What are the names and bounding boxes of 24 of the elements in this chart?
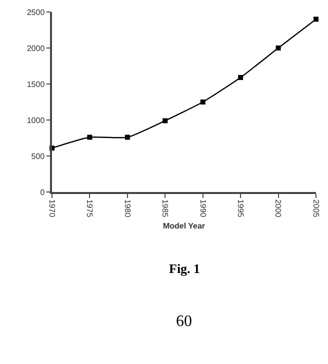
x-tick-label: 2005 (311, 199, 320, 218)
y-tick-label: 1000 (26, 116, 46, 125)
x-tick-label: 1975 (85, 199, 94, 218)
point (124, 134, 130, 140)
point (238, 75, 244, 80)
x-tick-label: 1980 (122, 199, 132, 218)
x-tick-label: 1985 (160, 199, 170, 218)
x-tick-label: 1990 (198, 199, 208, 218)
x-tick-label: 1995 (236, 199, 245, 218)
x-tick-label: 1970 (47, 199, 56, 218)
text: 60 (176, 313, 192, 330)
y-tick-label: 2000 (26, 44, 46, 53)
caption: Fig. 1 (169, 261, 200, 276)
y-tick-label: 1500 (26, 80, 46, 89)
y-tick-label: 500 (31, 152, 46, 161)
y-tick-label: 0 (40, 188, 46, 197)
point (314, 16, 318, 22)
y-tick-label: 2500 (26, 8, 46, 17)
point (276, 46, 281, 50)
point (87, 134, 92, 140)
point (200, 100, 206, 104)
point (162, 118, 168, 124)
x-axis-title: Model Year (162, 221, 206, 230)
x-tick-label: 2000 (274, 199, 283, 218)
